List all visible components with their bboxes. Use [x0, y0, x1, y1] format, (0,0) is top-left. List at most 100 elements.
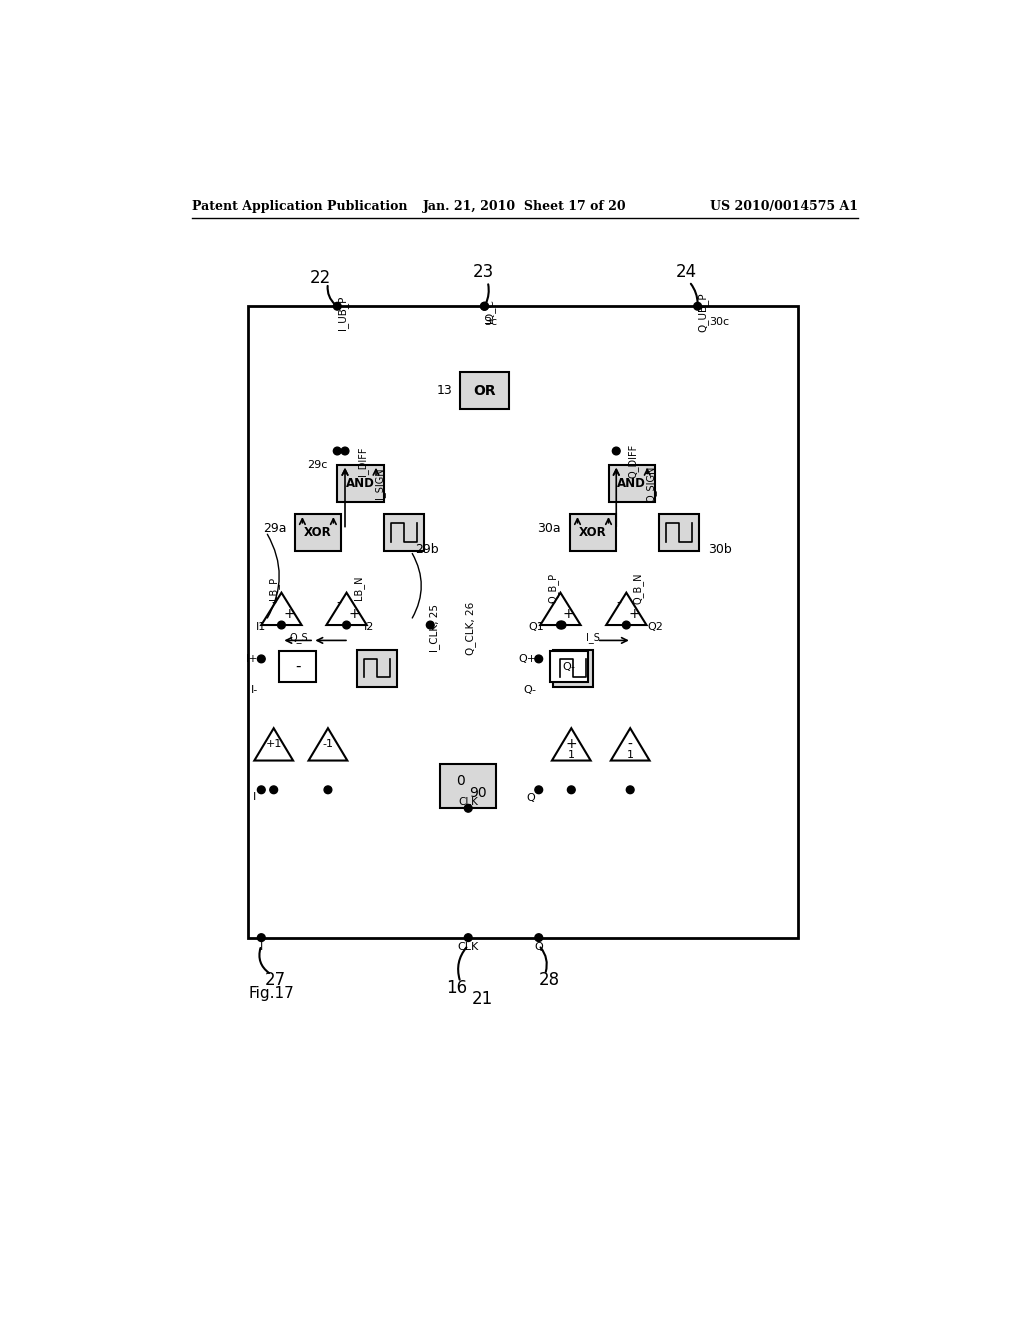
Polygon shape	[552, 729, 591, 760]
Text: 21: 21	[471, 990, 493, 1008]
Text: IQ_C: IQ_C	[484, 298, 496, 323]
Circle shape	[278, 622, 286, 628]
Circle shape	[558, 622, 566, 628]
Text: I_DIFF: I_DIFF	[356, 446, 368, 475]
Text: I-: I-	[251, 685, 258, 694]
Text: 28: 28	[539, 972, 559, 989]
Polygon shape	[541, 593, 581, 626]
Polygon shape	[606, 593, 646, 626]
Text: Jan. 21, 2010  Sheet 17 of 20: Jan. 21, 2010 Sheet 17 of 20	[423, 199, 627, 213]
Bar	[280, 651, 316, 682]
Bar	[569, 515, 616, 552]
Bar	[460, 372, 509, 409]
Text: 30a: 30a	[538, 521, 561, 535]
Text: LB_P: LB_P	[268, 577, 280, 599]
Text: I2: I2	[364, 622, 374, 631]
Text: I: I	[253, 792, 256, 803]
Text: 16: 16	[446, 978, 467, 997]
Circle shape	[535, 655, 543, 663]
Text: 3c: 3c	[484, 317, 498, 326]
Polygon shape	[254, 729, 293, 760]
Text: +: +	[284, 607, 295, 620]
Text: 13: 13	[436, 384, 452, 397]
Text: Q_B_P: Q_B_P	[547, 573, 558, 603]
Text: -: -	[336, 597, 341, 611]
Text: CLK: CLK	[459, 797, 478, 807]
Circle shape	[270, 785, 278, 793]
Text: XOR: XOR	[580, 527, 607, 539]
Text: I_S: I_S	[586, 632, 600, 643]
Circle shape	[623, 622, 630, 628]
Circle shape	[426, 622, 434, 628]
Text: Q-: Q-	[523, 685, 537, 694]
Circle shape	[627, 785, 634, 793]
Text: US 2010/0014575 A1: US 2010/0014575 A1	[710, 199, 858, 213]
Circle shape	[464, 933, 472, 941]
Text: 30b: 30b	[708, 543, 731, 556]
Circle shape	[535, 785, 543, 793]
Text: XOR: XOR	[304, 527, 332, 539]
Text: Q: Q	[526, 792, 535, 803]
Text: Q_S: Q_S	[289, 632, 308, 643]
Text: Fig.17: Fig.17	[248, 986, 294, 1002]
Text: -: -	[550, 597, 555, 611]
Text: I: I	[260, 942, 263, 952]
Circle shape	[334, 447, 341, 455]
Text: +: +	[629, 607, 640, 620]
Text: Q_UB_P: Q_UB_P	[697, 293, 709, 333]
Circle shape	[557, 622, 564, 628]
Circle shape	[257, 785, 265, 793]
Text: Q-: Q-	[562, 661, 575, 672]
Circle shape	[612, 447, 621, 455]
Circle shape	[480, 302, 488, 310]
Polygon shape	[308, 729, 347, 760]
Circle shape	[464, 804, 472, 812]
Text: 22: 22	[309, 269, 331, 286]
Text: I_UB_P: I_UB_P	[337, 296, 348, 330]
Bar	[440, 763, 496, 808]
Circle shape	[257, 933, 265, 941]
Text: I+: I+	[246, 653, 258, 664]
Text: 1: 1	[567, 750, 574, 760]
Circle shape	[343, 622, 350, 628]
Circle shape	[567, 785, 575, 793]
Text: 29a: 29a	[263, 521, 287, 535]
Text: AND: AND	[617, 477, 646, 490]
Text: 24: 24	[676, 264, 696, 281]
Text: AND: AND	[346, 477, 375, 490]
Circle shape	[480, 302, 488, 310]
Text: -: -	[616, 597, 621, 611]
Bar	[658, 515, 699, 552]
Text: +: +	[562, 607, 574, 620]
Text: Patent Application Publication: Patent Application Publication	[191, 199, 408, 213]
Text: -: -	[271, 597, 276, 611]
Bar	[550, 651, 588, 682]
Text: Q2: Q2	[647, 622, 664, 631]
Text: -: -	[295, 659, 300, 675]
Polygon shape	[261, 593, 302, 626]
Circle shape	[334, 302, 341, 310]
Text: Q: Q	[535, 942, 543, 952]
Circle shape	[341, 447, 349, 455]
Text: Q_DIFF: Q_DIFF	[628, 444, 639, 478]
Text: +: +	[348, 607, 360, 620]
Text: -1: -1	[323, 739, 334, 750]
Text: Q1: Q1	[528, 622, 544, 631]
Text: 27: 27	[264, 972, 286, 989]
Text: 30c: 30c	[710, 317, 729, 326]
Text: +: +	[565, 738, 578, 751]
Text: Q_B_N: Q_B_N	[633, 573, 643, 603]
Text: 29b: 29b	[415, 543, 438, 556]
Bar	[384, 515, 424, 552]
Text: Q_CLK, 26: Q_CLK, 26	[465, 602, 476, 655]
Circle shape	[257, 655, 265, 663]
Bar	[356, 649, 397, 686]
Text: I1: I1	[256, 622, 266, 631]
Bar	[608, 465, 655, 502]
Text: I_SIGN: I_SIGN	[375, 467, 385, 499]
Bar	[295, 515, 341, 552]
Text: LB_N: LB_N	[352, 576, 364, 601]
Circle shape	[535, 933, 543, 941]
Polygon shape	[327, 593, 367, 626]
Text: 29c: 29c	[307, 459, 328, 470]
